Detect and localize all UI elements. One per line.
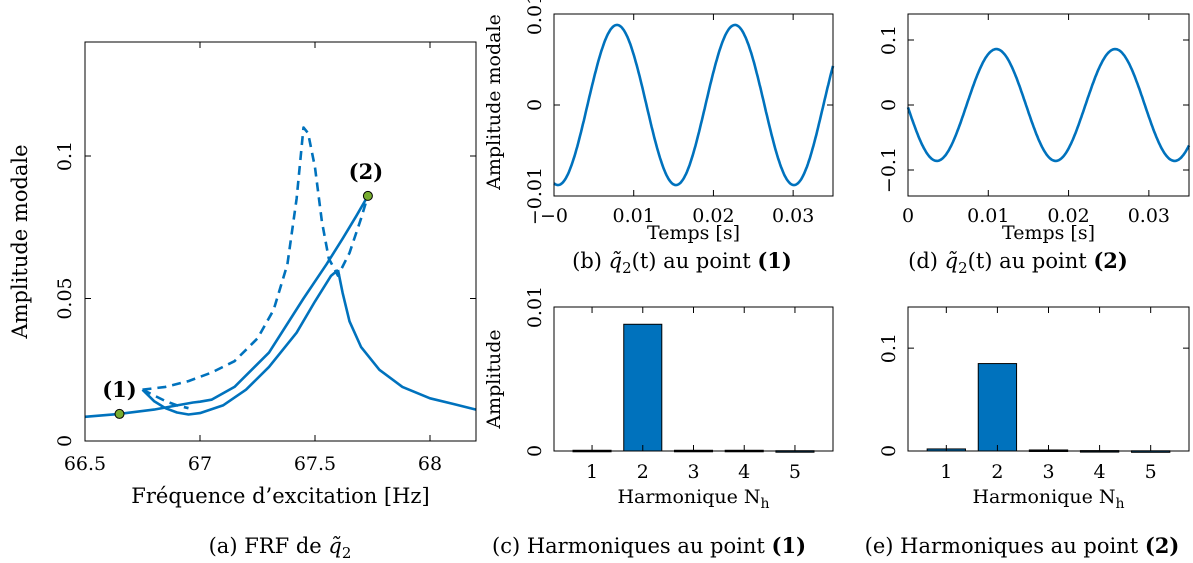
y-tick-label: −0.1 bbox=[878, 147, 900, 193]
caption-part: (d) bbox=[908, 249, 945, 273]
caption-part: 2 bbox=[342, 544, 352, 562]
caption-part: (1) bbox=[772, 533, 806, 558]
panel-e-harmonics: 1 2 3 4 5 0 0.1 Harmonique Nh (e) Harmoniques au… bbox=[865, 306, 1190, 558]
y-axis-label: Amplitude modale bbox=[483, 14, 505, 191]
caption-part: 2 bbox=[622, 259, 632, 277]
frf-branch-dashed bbox=[142, 126, 370, 391]
y-tick-label: 0 bbox=[524, 445, 546, 457]
x-tick-label: 0.02 bbox=[692, 205, 734, 227]
y-tick-label: 0.01 bbox=[524, 0, 546, 35]
caption-part: (a) FRF de bbox=[209, 534, 329, 558]
plot-frame-b bbox=[553, 13, 834, 197]
modal-amplitude-signal bbox=[906, 47, 1191, 163]
x-tick-label: 67.5 bbox=[294, 453, 336, 475]
frf-branch-dashed bbox=[141, 388, 189, 410]
y-tick-label: 0.05 bbox=[54, 277, 76, 319]
operating-point-label: (2) bbox=[349, 159, 383, 184]
caption-part: (t) au point bbox=[632, 249, 758, 273]
x-tick-label: 5 bbox=[1145, 461, 1157, 483]
caption-part: (b) bbox=[572, 249, 609, 273]
x-tick-label: 66.5 bbox=[64, 453, 106, 475]
x-axis-label: Harmonique Nh bbox=[972, 486, 1124, 512]
x-axis-label: Temps [s] bbox=[1002, 222, 1095, 244]
x-tick-label: 3 bbox=[687, 461, 699, 483]
frf-branch-solid bbox=[336, 269, 477, 411]
y-tick-label: 0 bbox=[878, 445, 900, 457]
frf-branch-solid bbox=[141, 268, 339, 416]
x-tick-label: 0.01 bbox=[967, 205, 1009, 227]
x-tick-label: 2 bbox=[637, 461, 649, 483]
caption-part: (2) bbox=[1093, 248, 1127, 273]
y-tick-label: 0.01 bbox=[524, 286, 546, 328]
plot-frame-a bbox=[84, 41, 477, 442]
x-tick-label: 0.01 bbox=[613, 205, 655, 227]
caption-part: (1) bbox=[757, 248, 791, 273]
y-tick-label: 0 bbox=[54, 435, 76, 447]
x-axis-label-text: Harmonique N bbox=[617, 486, 760, 508]
plot-frame-e bbox=[907, 306, 1190, 452]
x-tick-label: 0.03 bbox=[772, 205, 814, 227]
caption-part: 2 bbox=[958, 259, 968, 277]
panel-c-harmonics: 1 2 3 4 5 0 0.01 Harmonique Nh Amplitude (c) Harm… bbox=[483, 286, 834, 558]
x-tick-label: 0 bbox=[902, 205, 914, 227]
caption-part: (t) au point bbox=[968, 249, 1094, 273]
x-axis-label-text: Harmonique N bbox=[972, 486, 1115, 508]
caption-part: (c) Harmoniques au point bbox=[492, 534, 772, 558]
modal-amplitude-signal bbox=[553, 23, 835, 187]
plot-frame-d bbox=[907, 13, 1190, 197]
harmonic-bar bbox=[977, 363, 1018, 452]
x-tick-label: 4 bbox=[738, 461, 750, 483]
x-axis-label: Harmonique Nh bbox=[617, 486, 769, 512]
x-tick-label: 67 bbox=[188, 453, 212, 475]
frf-branch-solid bbox=[84, 195, 370, 419]
caption-a: (a) FRF de q̃2 bbox=[209, 534, 352, 562]
caption-part: q̃ bbox=[609, 249, 622, 273]
y-tick-label: 0.1 bbox=[878, 333, 900, 363]
x-tick-label: 3 bbox=[1042, 461, 1054, 483]
caption-b: (b) q̃2(t) au point (1) bbox=[572, 248, 792, 277]
y-axis-label: Amplitude modale bbox=[8, 144, 32, 339]
x-tick-label: 0.03 bbox=[1128, 205, 1170, 227]
caption-part: (2) bbox=[1145, 533, 1179, 558]
plot-frame-c bbox=[553, 306, 834, 452]
x-tick-label: 2 bbox=[991, 461, 1003, 483]
y-tick-label: −0.01 bbox=[524, 167, 546, 225]
panel-a-frf: 66.5 67 67.5 68 0 0.05 0.1 Fréquence d’excitati… bbox=[8, 41, 477, 562]
x-tick-label: 4 bbox=[1094, 461, 1106, 483]
x-axis-label: Temps [s] bbox=[647, 222, 740, 244]
x-axis-label-sub: h bbox=[1116, 496, 1125, 512]
x-axis-label-sub: h bbox=[761, 496, 770, 512]
x-tick-label: 5 bbox=[789, 461, 801, 483]
x-tick-label: 1 bbox=[586, 461, 598, 483]
y-tick-label: 0 bbox=[878, 99, 900, 111]
x-tick-label: 0.02 bbox=[1047, 205, 1089, 227]
caption-c: (c) Harmoniques au point (1) bbox=[492, 533, 806, 558]
caption-part: q̃ bbox=[945, 249, 958, 273]
operating-point-marker bbox=[362, 190, 373, 201]
caption-e: (e) Harmoniques au point (2) bbox=[865, 533, 1180, 558]
caption-part: (e) Harmoniques au point bbox=[865, 534, 1145, 558]
y-tick-label: 0 bbox=[524, 99, 546, 111]
x-tick-label: −0 bbox=[540, 205, 568, 227]
y-axis-label: Amplitude bbox=[483, 329, 505, 429]
y-tick-label: 0.1 bbox=[54, 141, 76, 171]
operating-point-label: (1) bbox=[102, 377, 136, 402]
caption-part: q̃ bbox=[328, 534, 341, 558]
x-tick-label: 68 bbox=[418, 453, 442, 475]
operating-point-marker bbox=[114, 408, 125, 419]
caption-d: (d) q̃2(t) au point (2) bbox=[908, 248, 1128, 277]
x-tick-label: 1 bbox=[940, 461, 952, 483]
x-axis-label: Fréquence d’excitation [Hz] bbox=[131, 484, 429, 508]
y-tick-label: 0.1 bbox=[878, 25, 900, 55]
harmonic-bar bbox=[623, 323, 663, 452]
